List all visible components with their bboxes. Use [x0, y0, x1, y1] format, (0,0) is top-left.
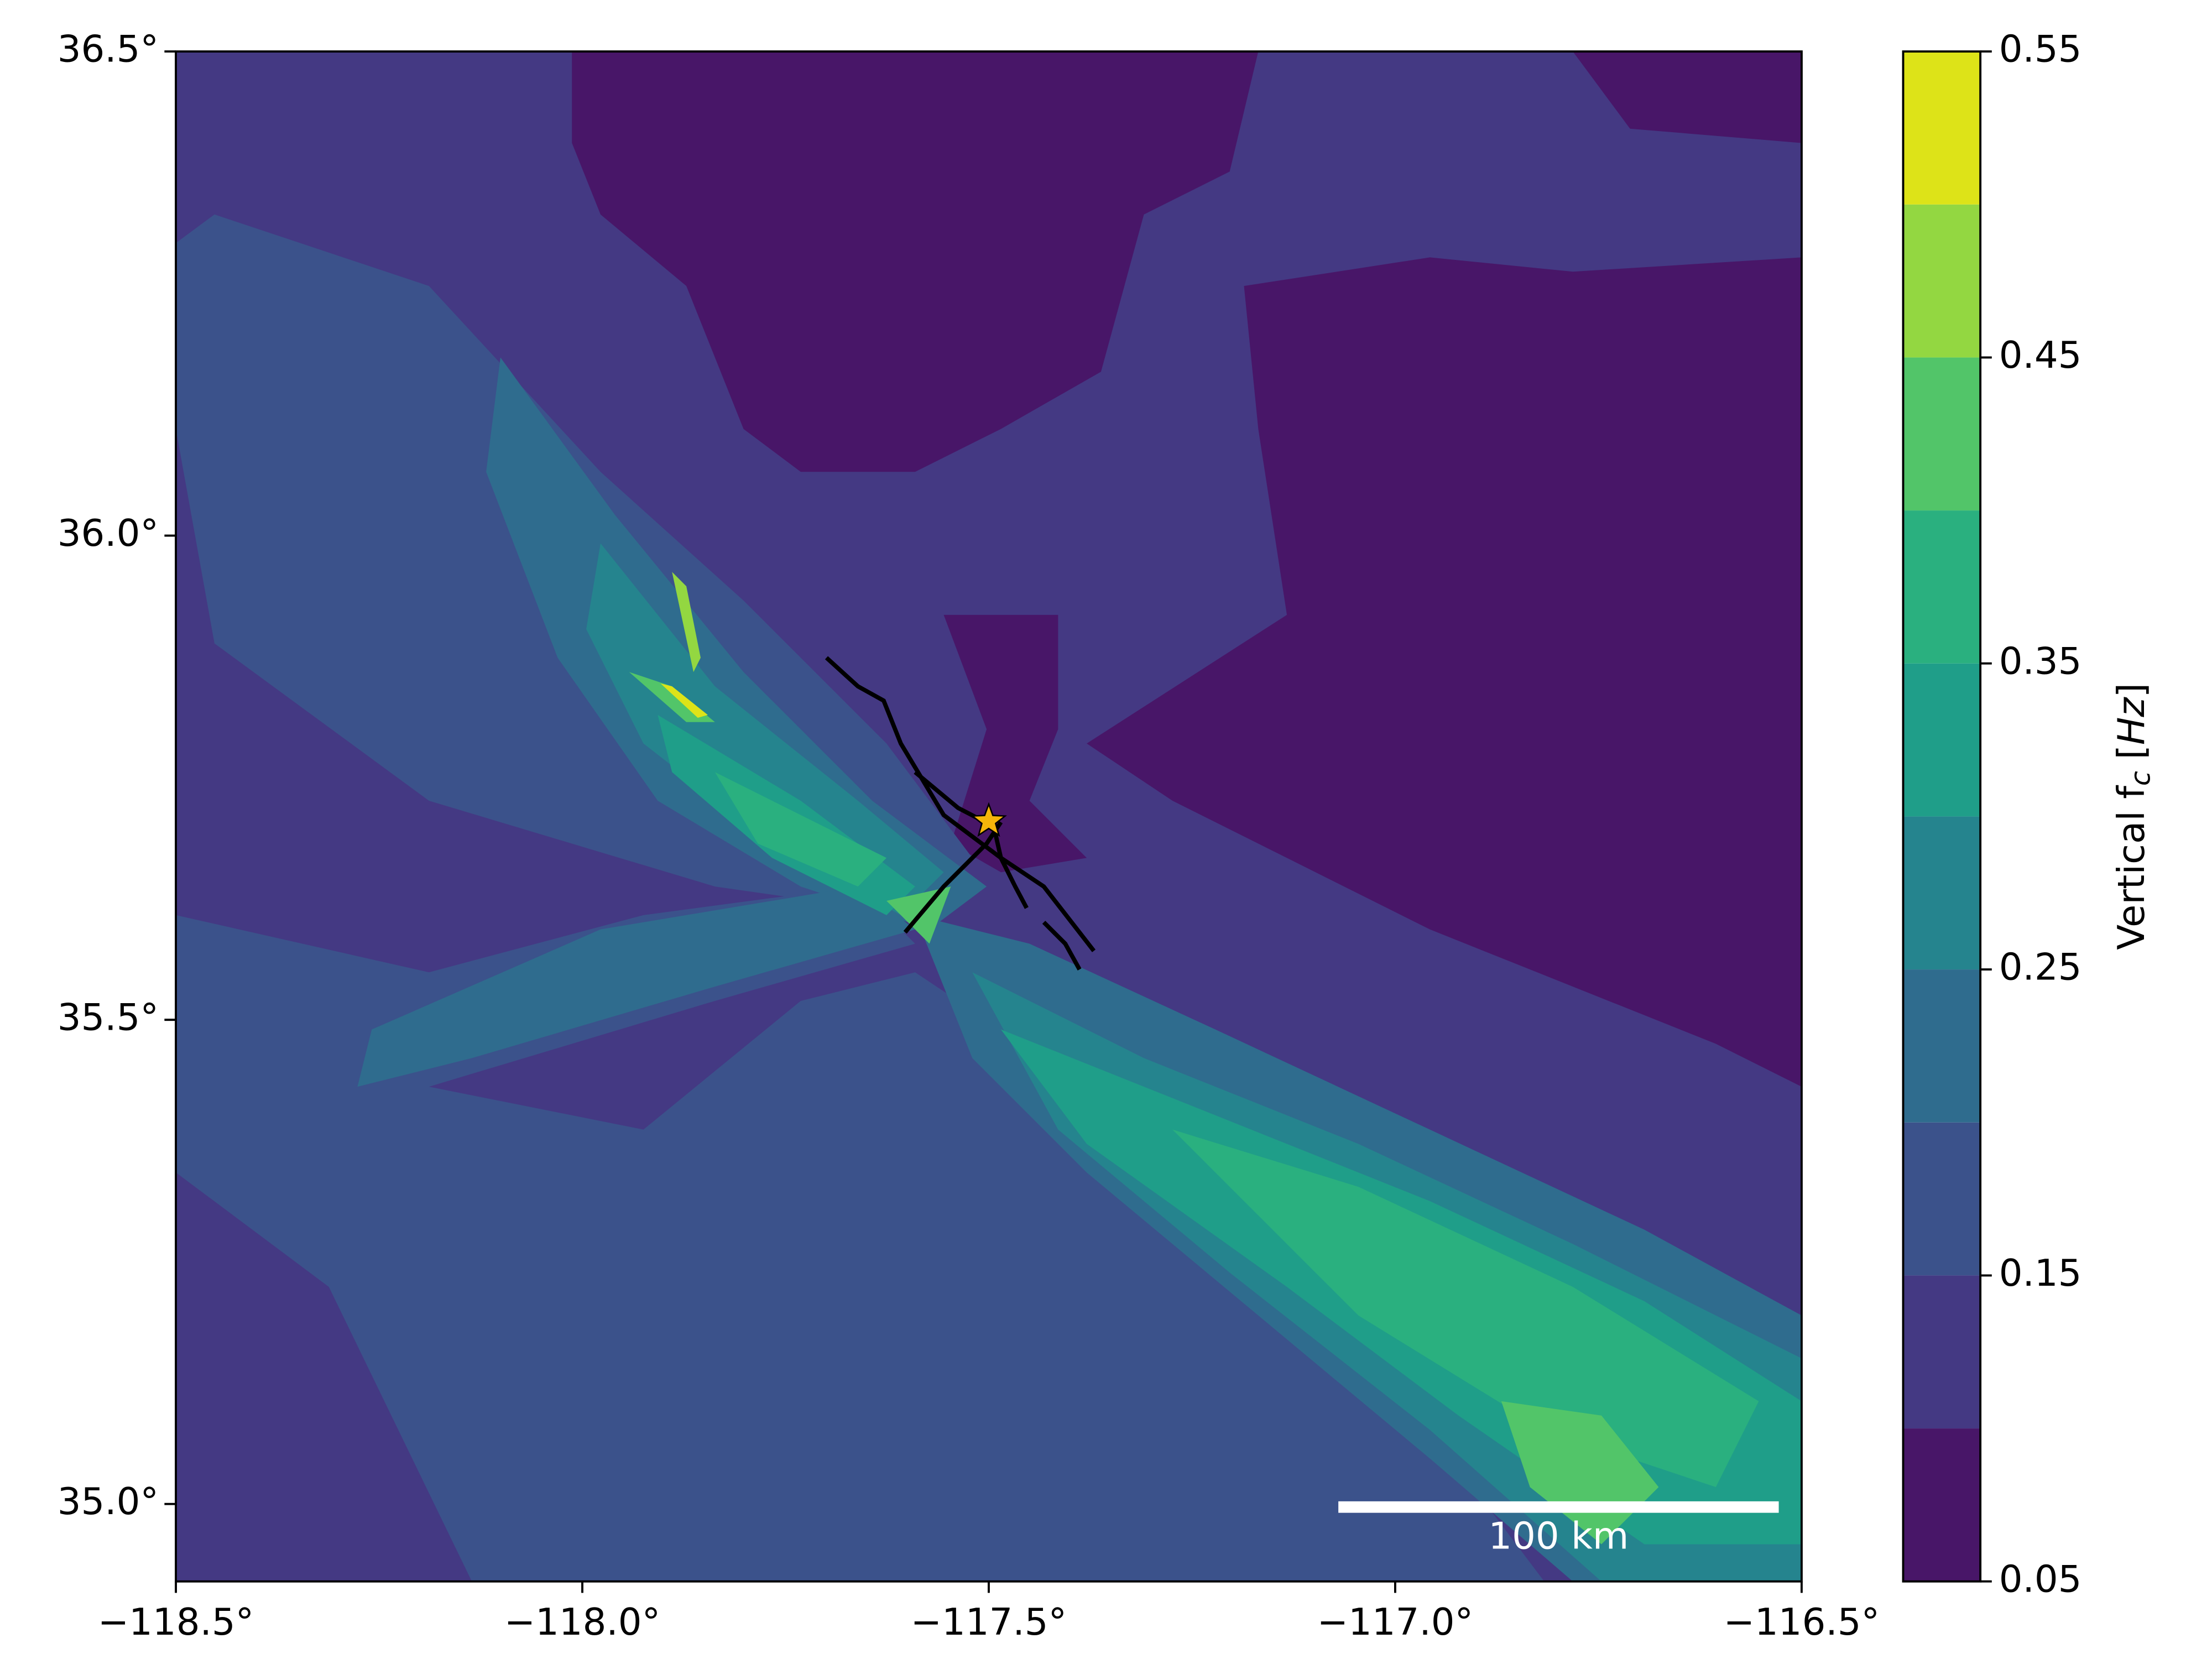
colorbar-tick-label: 0.55: [1999, 28, 2082, 71]
fault-line: [1042, 921, 1082, 971]
contour-region: [672, 572, 701, 672]
scale-bar-label: 100 km: [1488, 1515, 1629, 1558]
colorbar-tick-label: 0.15: [1999, 1251, 2082, 1295]
colorbar-band: [1903, 51, 1981, 205]
contour-region: [660, 683, 708, 718]
colorbar-band: [1903, 969, 1981, 1123]
contour-region: [714, 772, 887, 887]
colorbar-band: [1903, 1428, 1981, 1582]
fault-line: [914, 770, 1029, 909]
label-unit: Hz: [2109, 697, 2152, 745]
colorbar-tick-label: 0.25: [1999, 946, 2082, 989]
contour-region: [357, 886, 915, 1087]
contour-region: [1172, 1129, 1759, 1488]
epicenter: [970, 802, 1007, 837]
y-tick-label: 35.5°: [58, 996, 159, 1039]
colorbar-frame: [1902, 50, 1982, 1583]
label-sub: c: [2124, 771, 2156, 786]
overlay: [825, 656, 1096, 971]
contour-field: [176, 51, 1802, 1582]
colorbar-tick-label: 0.35: [1999, 639, 2082, 682]
colorbar: 0.05 0.15 0.25 0.35 0.45 0.55: [1903, 28, 2082, 1600]
contour-region: [176, 972, 1545, 1582]
fault-lines: [825, 656, 1096, 971]
label-part: ]: [2109, 683, 2152, 697]
y-tick-label: 36.0°: [58, 512, 159, 555]
colorbar-band: [1903, 663, 1981, 817]
colorbar-label: Vertical fc [Hz]: [2109, 683, 2156, 950]
contour-region: [586, 543, 944, 915]
contour-region: [1573, 51, 1802, 143]
contour-region: [572, 51, 1259, 472]
colorbar-band: [1903, 204, 1981, 358]
x-tick-label: −118.5°: [98, 1600, 254, 1644]
fault-line: [903, 821, 1003, 934]
label-part: Vertical f: [2109, 785, 2152, 950]
contour-region: [943, 614, 1087, 873]
colorbar-band: [1903, 1122, 1981, 1276]
colorbar-band: [1903, 816, 1981, 970]
x-tick-label: −118.0°: [504, 1600, 660, 1644]
y-tick-label: 35.0°: [58, 1480, 159, 1523]
colorbar-band: [1903, 510, 1981, 664]
y-tick-label: 36.5°: [58, 28, 159, 71]
x-tick-label: −116.5°: [1724, 1600, 1880, 1644]
colorbar-band: [1903, 357, 1981, 511]
colorbar-tick-label: 0.05: [1999, 1557, 2082, 1600]
colorbar-tick-label: 0.45: [1999, 333, 2082, 377]
label-part: [: [2109, 745, 2152, 759]
colorbar-band: [1903, 1275, 1981, 1429]
contour-region: [1087, 257, 1802, 1087]
x-tick-label: −117.5°: [911, 1600, 1067, 1644]
x-tick-label: −117.0°: [1317, 1600, 1473, 1644]
